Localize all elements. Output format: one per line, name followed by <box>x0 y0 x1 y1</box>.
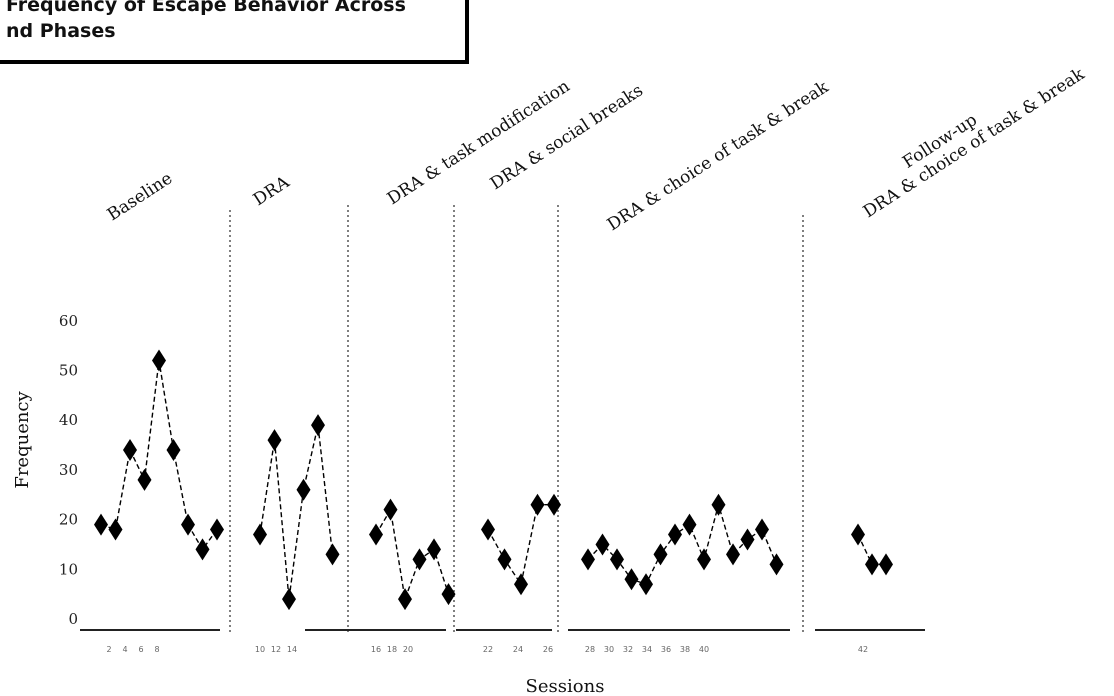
data-point <box>610 548 624 571</box>
x-tick-label: 30 <box>604 645 614 654</box>
x-tick-label: 12 <box>271 645 281 654</box>
data-point <box>624 568 639 591</box>
data-point <box>755 518 769 541</box>
chart-title-line-1: Frequency of Escape Behavior Across <box>6 0 406 16</box>
data-point <box>711 493 726 516</box>
x-tick-label: 8 <box>154 645 159 654</box>
x-tick-label: 32 <box>623 645 633 654</box>
data-point <box>94 513 108 536</box>
data-point <box>441 583 456 606</box>
x-tick-label: 18 <box>387 645 397 654</box>
x-axis-ticks: 2 4 6 8 10 12 14 16 18 20 22 24 26 28 30 32 34 36 38 40 42 <box>106 645 868 654</box>
y-tick-label: 10 <box>59 560 78 578</box>
data-point <box>369 523 383 546</box>
data-point <box>137 468 152 491</box>
y-axis-title: Frequency <box>12 390 33 488</box>
x-tick-label: 42 <box>858 645 868 654</box>
data-point <box>325 543 340 566</box>
data-point <box>195 538 210 561</box>
data-point <box>296 478 311 501</box>
data-point <box>865 553 879 576</box>
data-point <box>879 553 893 576</box>
series-line-phase-4 <box>487 503 554 586</box>
chart-title-line-2: nd Phases <box>6 20 116 42</box>
y-axis-ticks: 0 10 20 30 40 50 60 <box>59 312 78 628</box>
data-point <box>697 548 711 571</box>
data-point <box>595 533 610 556</box>
data-point <box>282 588 296 611</box>
y-tick-label: 30 <box>59 461 78 479</box>
data-point <box>769 553 784 576</box>
data-point <box>514 573 528 596</box>
x-tick-label: 10 <box>255 645 265 654</box>
phase-label-6: Follow-upDRA & choice of task & break <box>849 47 1089 222</box>
data-point <box>653 543 668 566</box>
data-point <box>108 518 123 541</box>
x-tick-label: 28 <box>585 645 595 654</box>
x-tick-label: 2 <box>106 645 111 654</box>
data-point <box>682 513 697 536</box>
data-point <box>427 538 441 561</box>
x-tick-label: 36 <box>661 645 671 654</box>
x-tick-label: 6 <box>138 645 143 654</box>
chart-title-box: Frequency of Escape Behavior Across nd P… <box>0 0 469 64</box>
x-tick-label: 26 <box>543 645 553 654</box>
phase-dividers <box>229 205 804 632</box>
y-tick-label: 0 <box>68 610 78 628</box>
x-tick-label: 38 <box>680 645 690 654</box>
series-line-phase-1 <box>100 360 218 551</box>
series-lines <box>100 360 886 602</box>
x-tick-label: 4 <box>122 645 127 654</box>
x-tick-label: 40 <box>699 645 709 654</box>
x-tick-label: 34 <box>642 645 652 654</box>
data-point <box>851 523 865 546</box>
data-point <box>152 349 166 372</box>
series-line-phase-3 <box>375 507 450 602</box>
x-tick-label: 20 <box>403 645 413 654</box>
data-point <box>412 548 427 571</box>
data-point <box>253 523 267 546</box>
x-tick-label: 24 <box>513 645 523 654</box>
phase-label-4: DRA & social breaks <box>487 81 647 195</box>
x-tick-label: 16 <box>371 645 381 654</box>
data-point <box>497 548 512 571</box>
data-point <box>267 429 282 452</box>
data-point <box>166 439 181 462</box>
data-point <box>740 528 755 551</box>
data-point <box>481 518 495 541</box>
data-point <box>668 523 682 546</box>
data-point <box>123 439 137 462</box>
data-point <box>530 493 545 516</box>
series-line-phase-2 <box>259 425 334 600</box>
data-point <box>398 588 412 611</box>
data-point <box>181 513 195 536</box>
data-point <box>547 493 561 516</box>
data-point <box>726 543 740 566</box>
y-tick-label: 50 <box>59 362 78 380</box>
data-point <box>639 573 653 596</box>
data-point <box>581 548 595 571</box>
x-axis-title: Sessions <box>526 676 605 696</box>
phase-label-line-2: DRA & choice of task & break <box>860 64 1089 222</box>
y-tick-label: 20 <box>59 511 78 529</box>
data-point <box>210 518 224 541</box>
series-points <box>94 349 893 611</box>
x-tick-label: 22 <box>483 645 493 654</box>
y-tick-label: 60 <box>59 312 78 330</box>
phase-label-1: Baseline <box>104 168 176 225</box>
x-tick-label: 14 <box>287 645 297 654</box>
data-point <box>311 414 325 437</box>
phase-label-2: DRA <box>250 172 294 210</box>
data-point <box>383 498 398 521</box>
y-tick-label: 40 <box>59 411 78 429</box>
